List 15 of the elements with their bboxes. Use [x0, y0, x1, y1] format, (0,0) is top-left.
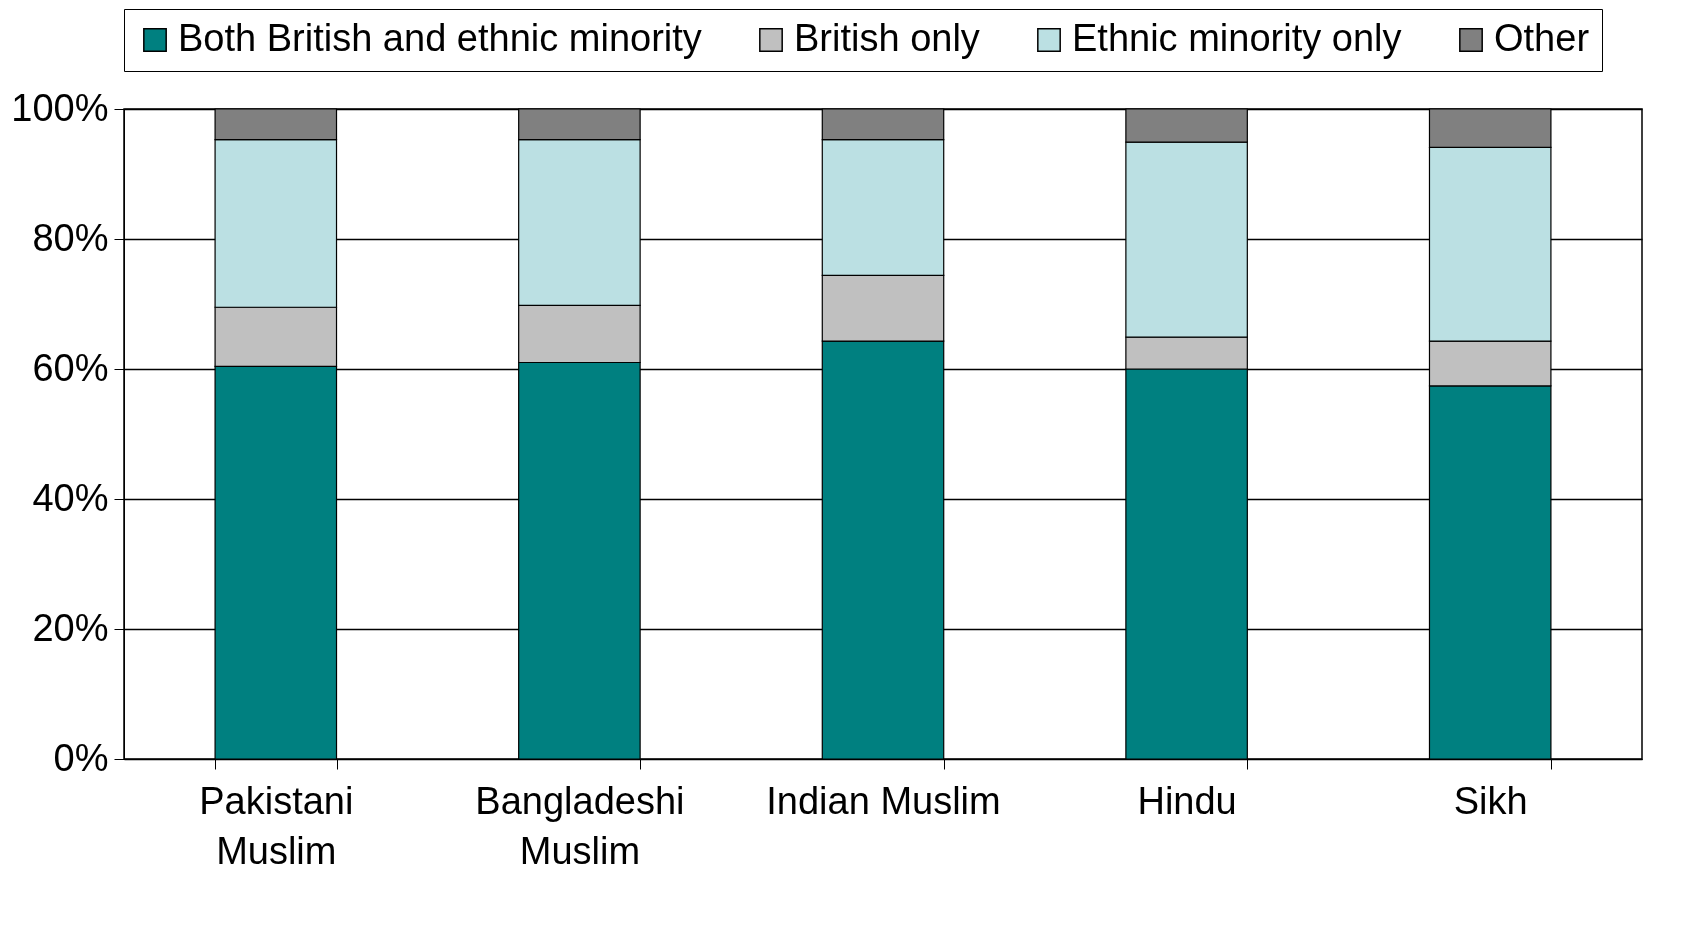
x-tick-label: Hindu: [1137, 779, 1237, 822]
y-tick-label: 40%: [32, 476, 109, 519]
x-tick-label: Pakistani Muslim: [199, 779, 354, 872]
x-tick-label: Indian Muslim: [766, 779, 1001, 822]
x-tick-label: Sikh: [1453, 779, 1528, 822]
legend-label: Both British and ethnic minority: [178, 17, 702, 59]
y-tick-label: 0%: [53, 736, 109, 779]
legend-label: British only: [794, 17, 980, 59]
y-tick-label: 80%: [32, 216, 109, 259]
y-tick-label: 20%: [32, 606, 109, 649]
y-tick-label: 100%: [11, 86, 109, 129]
y-tick-label: 60%: [32, 346, 109, 389]
legend-label: Ethnic minority only: [1072, 17, 1402, 59]
x-tick-label: Bangladeshi Muslim: [475, 779, 685, 872]
legend-label: Other: [1494, 17, 1590, 59]
